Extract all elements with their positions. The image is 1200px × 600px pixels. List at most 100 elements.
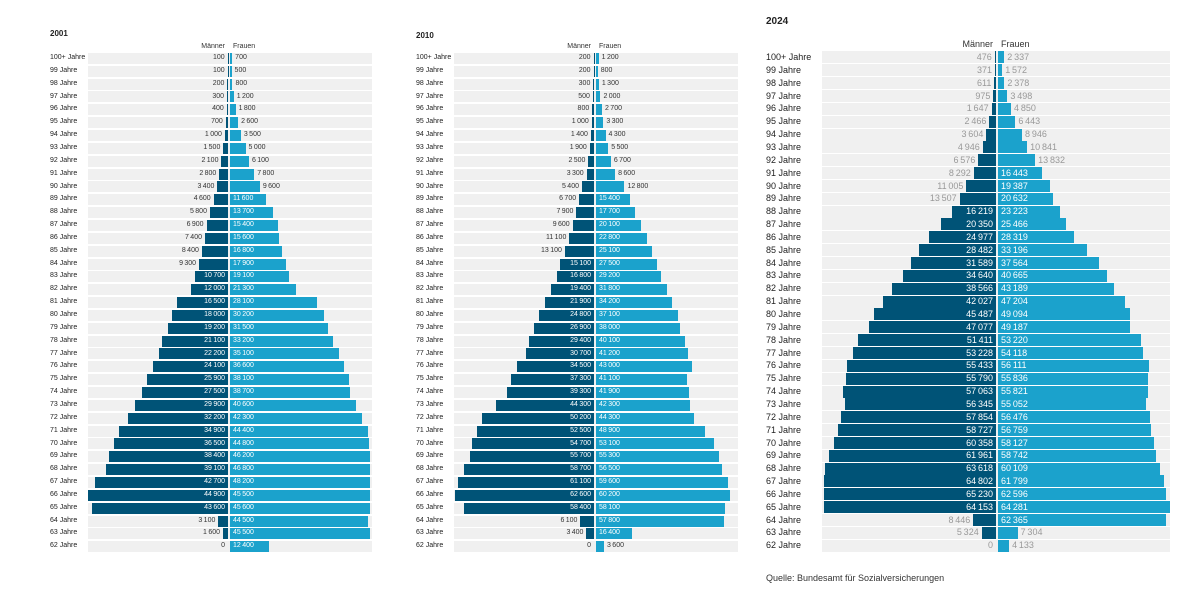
bar-maenner: [829, 449, 996, 462]
value-frauen: 17 900: [233, 259, 254, 267]
bar-frauen: [230, 348, 340, 360]
value-frauen: 20 100: [599, 221, 620, 229]
bar-maenner: [463, 464, 594, 476]
table-row: 64 Jahre 3 100 44 500: [50, 515, 372, 528]
value-frauen: 36 600: [233, 362, 254, 370]
age-label: 65 Jahre: [766, 501, 802, 512]
bar-frauen: [596, 399, 690, 411]
value-maenner: 0: [987, 540, 993, 551]
age-label: 72 Jahre: [50, 413, 78, 421]
table-row: 81 Jahre 16 500 28 100: [50, 296, 372, 309]
pyramid-panel-2010: 2010 Männer Frauen 100+ Jahre 200 1 200 99 Jah…: [416, 0, 738, 560]
value-frauen: 41 200: [599, 349, 620, 357]
value-frauen: 53 100: [599, 439, 620, 447]
bar-frauen: [596, 181, 625, 193]
bar-frauen: [596, 502, 726, 514]
value-maenner: 22 200: [204, 349, 225, 357]
bar-frauen: [998, 154, 1036, 167]
bar-maenner: [838, 424, 996, 437]
value-frauen: 15 600: [233, 233, 254, 241]
bar-maenner: [588, 155, 594, 167]
value-maenner: 52 500: [570, 426, 591, 434]
value-frauen: 700: [235, 54, 247, 61]
value-frauen: 64 281: [1001, 501, 1028, 512]
age-label: 91 Jahre: [416, 169, 444, 177]
bar-frauen: [230, 374, 349, 386]
value-maenner: 100: [213, 66, 225, 74]
value-frauen: 4 850: [1014, 103, 1036, 114]
value-frauen: 56 759: [1001, 424, 1028, 435]
bar-maenner: [119, 425, 228, 437]
table-row: 63 Jahre 1 600 45 500: [50, 527, 372, 540]
value-frauen: 4 300: [608, 131, 626, 139]
bar-maenner: [217, 181, 228, 193]
bar-frauen: [998, 346, 1144, 359]
row-track: [822, 282, 1170, 295]
age-label: 64 Jahre: [766, 514, 802, 525]
value-frauen: 46 800: [233, 465, 254, 473]
value-maenner: 1 000: [204, 131, 222, 139]
value-frauen: 58 742: [1001, 450, 1028, 461]
value-frauen: 55 821: [1001, 386, 1028, 397]
value-maenner: 25 900: [204, 375, 225, 383]
bar-frauen: [596, 258, 658, 270]
bar-maenner: [873, 308, 996, 321]
value-maenner: 62 600: [570, 490, 591, 498]
bar-maenner: [941, 218, 996, 231]
table-row: 70 Jahre 36 500 44 800: [50, 438, 372, 451]
value-maenner: 16 219: [966, 206, 993, 217]
table-row: 77 Jahre 30 700 41 200: [416, 348, 738, 361]
bar-maenner: [172, 309, 228, 321]
value-frauen: 59 600: [599, 478, 620, 486]
bar-frauen: [596, 348, 688, 360]
table-row: 65 Jahre 43 600 45 600: [50, 502, 372, 515]
bar-frauen: [230, 168, 255, 180]
bar-frauen: [230, 297, 318, 309]
bar-maenner: [147, 374, 228, 386]
bar-frauen: [596, 297, 672, 309]
age-label: 81 Jahre: [416, 298, 444, 306]
value-frauen: 1 200: [601, 54, 619, 61]
table-row: 87 Jahre 20 350 25 466: [766, 218, 1170, 231]
bar-maenner: [454, 489, 594, 501]
bar-frauen: [596, 117, 604, 129]
value-maenner: 500: [578, 92, 590, 100]
table-row: 71 Jahre 34 900 44 400: [50, 425, 372, 438]
bar-maenner: [994, 51, 996, 64]
age-label: 95 Jahre: [766, 116, 802, 127]
value-maenner: 47 077: [966, 321, 993, 332]
value-frauen: 5 000: [248, 143, 266, 151]
bar-frauen: [596, 476, 729, 488]
row-track: [822, 64, 1170, 77]
bar-frauen: [998, 526, 1018, 539]
value-frauen: 37 100: [599, 311, 620, 318]
age-label: 85 Jahre: [766, 244, 802, 255]
value-frauen: 58 100: [599, 503, 620, 511]
age-label: 94 Jahre: [766, 129, 802, 140]
value-maenner: 36 500: [204, 439, 225, 447]
value-maenner: 200: [578, 66, 591, 74]
age-label: 81 Jahre: [50, 298, 78, 306]
value-maenner: 200: [212, 79, 225, 87]
bar-maenner: [582, 181, 594, 193]
bar-maenner: [580, 515, 594, 527]
value-frauen: 12 400: [233, 542, 254, 550]
bar-maenner: [108, 451, 228, 463]
table-row: 86 Jahre 11 100 22 800: [416, 232, 738, 245]
bar-maenner: [981, 526, 996, 539]
value-frauen: 44 300: [599, 413, 620, 421]
age-label: 63 Jahre: [416, 529, 444, 537]
age-label: 66 Jahre: [50, 490, 78, 498]
value-maenner: 57 063: [966, 386, 993, 397]
bar-maenner: [869, 321, 996, 334]
value-maenner: 51 411: [966, 334, 993, 345]
age-label: 67 Jahre: [50, 478, 78, 486]
bar-maenner: [844, 398, 996, 411]
value-maenner: 8 400: [181, 246, 199, 254]
value-maenner: 2 800: [199, 169, 217, 177]
bar-frauen: [596, 528, 633, 540]
value-frauen: 33 200: [233, 336, 254, 344]
bar-frauen: [230, 207, 273, 219]
bar-frauen: [998, 115, 1016, 128]
value-frauen: 25 466: [1001, 219, 1028, 230]
